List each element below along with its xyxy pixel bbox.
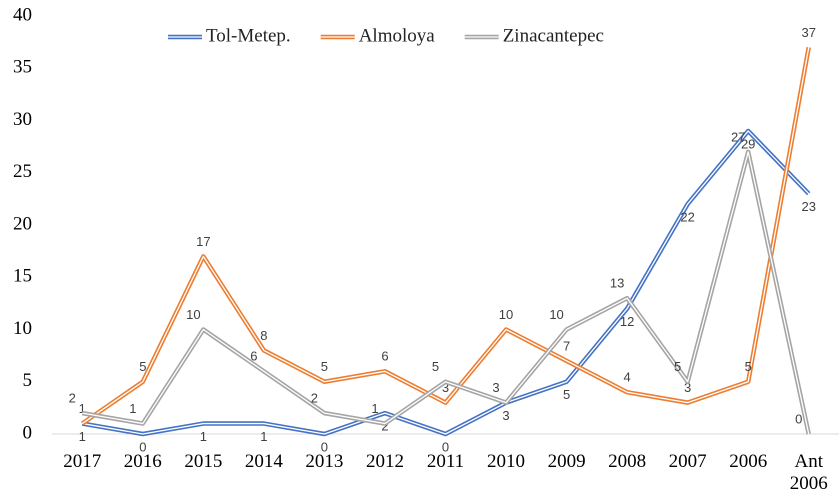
data-label: 29: [741, 136, 755, 151]
data-label: 2: [381, 419, 388, 434]
y-tick-label: 10: [13, 318, 32, 339]
data-label: 1: [200, 429, 207, 444]
data-label: 3: [492, 380, 499, 395]
x-tick-label: 2012: [365, 451, 404, 472]
series-line-inner: [82, 151, 810, 435]
data-label: 12: [620, 314, 634, 329]
data-label: 3: [684, 380, 691, 395]
x-tick-label: 2007: [668, 451, 707, 472]
x-tick-label: 2011: [426, 451, 465, 472]
series-line-inner: [82, 130, 810, 435]
data-label: 4: [623, 370, 630, 385]
data-label: 5: [674, 359, 681, 374]
data-label: 5: [563, 387, 570, 402]
x-tick-label: 2006: [729, 451, 768, 472]
data-label: 27: [731, 129, 745, 144]
data-label: 0: [139, 439, 146, 454]
data-label: 37: [801, 25, 815, 40]
data-label: 10: [549, 307, 563, 322]
data-label: 22: [680, 210, 694, 225]
legend-label: Zinacantepec: [503, 25, 604, 46]
data-label: 2: [311, 391, 318, 406]
data-label: 1: [129, 401, 136, 416]
y-tick-label: 0: [23, 422, 33, 443]
data-label: 3: [502, 408, 509, 423]
x-tick-label: 2014: [244, 451, 283, 472]
y-tick-label: 20: [13, 213, 32, 234]
x-tick-label: 2009: [547, 451, 586, 472]
data-label: 5: [745, 359, 752, 374]
data-label: 0: [321, 439, 328, 454]
data-label: 1: [79, 401, 86, 416]
y-tick-label: 40: [13, 4, 32, 25]
data-label: 5: [432, 359, 439, 374]
data-label: 0: [795, 411, 802, 426]
y-tick-label: 30: [13, 109, 32, 130]
x-tick-label: 2013: [305, 451, 344, 472]
x-tick-label: 2017: [63, 451, 102, 472]
data-label: 8: [260, 328, 267, 343]
y-tick-label: 5: [23, 370, 33, 391]
x-tick-label: 2015: [184, 451, 223, 472]
data-label: 10: [499, 307, 513, 322]
data-label: 1: [371, 401, 378, 416]
data-label: 6: [250, 349, 257, 364]
legend-label: Tol-Metep.: [206, 25, 291, 46]
x-tick-label: 2016: [123, 451, 162, 472]
data-label: 0: [442, 439, 449, 454]
data-label: 5: [139, 359, 146, 374]
x-tick-label: 2008: [608, 451, 647, 472]
data-label: 3: [442, 380, 449, 395]
data-label: 2: [69, 391, 76, 406]
series-line: [80, 46, 811, 426]
data-label: 1: [79, 429, 86, 444]
series-line-inner: [81, 47, 810, 425]
data-label: 7: [563, 338, 570, 353]
data-label: 23: [801, 199, 815, 214]
data-label: 10: [186, 307, 200, 322]
data-label: 13: [610, 276, 624, 291]
data-label: 5: [321, 359, 328, 374]
x-tick-label: 2010: [487, 451, 526, 472]
y-tick-label: 25: [13, 161, 32, 182]
y-tick-label: 15: [13, 266, 32, 287]
data-label: 6: [381, 349, 388, 364]
legend-label: Almoloya: [359, 25, 436, 46]
data-label: 1: [260, 429, 267, 444]
data-label: 17: [196, 234, 210, 249]
y-tick-label: 35: [13, 57, 32, 78]
x-tick-label: Ant 2006: [789, 451, 828, 494]
